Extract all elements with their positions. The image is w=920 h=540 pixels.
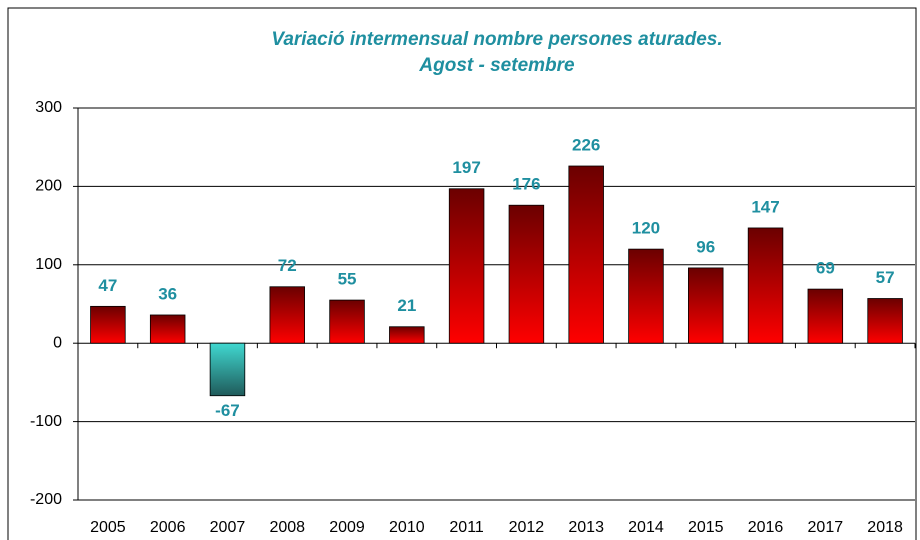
x-tick-label: 2009 <box>329 519 365 536</box>
data-label: 72 <box>278 256 297 275</box>
x-tick-label: 2018 <box>867 519 903 536</box>
y-tick-label: 100 <box>35 256 62 273</box>
x-tick-label: 2007 <box>210 519 246 536</box>
y-tick-label: 300 <box>35 99 62 116</box>
data-label: 96 <box>696 237 715 256</box>
data-label: 21 <box>397 296 416 315</box>
bar <box>747 227 784 344</box>
x-tick-label: 2008 <box>269 519 305 536</box>
bar <box>807 288 844 344</box>
x-tick-label: 2016 <box>748 519 784 536</box>
data-label: 69 <box>816 259 835 278</box>
x-tick-label: 2012 <box>509 519 545 536</box>
bar <box>448 188 485 344</box>
data-label: 226 <box>572 136 600 155</box>
data-label: 176 <box>512 175 540 194</box>
chart-title: Variació intermensual nombre persones at… <box>271 29 722 50</box>
bar <box>209 342 246 397</box>
data-label: 147 <box>751 197 779 216</box>
data-label: 47 <box>98 276 117 295</box>
chart-subtitle: Agost - setembre <box>418 55 575 76</box>
x-tick-label: 2014 <box>628 519 664 536</box>
x-tick-label: 2017 <box>808 519 844 536</box>
data-label: 197 <box>452 158 480 177</box>
data-label: 55 <box>338 270 357 289</box>
data-label: 57 <box>876 268 895 287</box>
bar <box>508 204 545 344</box>
bar <box>329 299 365 344</box>
y-tick-label: 0 <box>53 334 62 351</box>
bar <box>389 326 425 344</box>
chart-border <box>7 7 917 540</box>
data-label: 120 <box>632 219 660 238</box>
x-tick-label: 2011 <box>449 519 484 536</box>
x-tick-label: 2015 <box>688 519 724 536</box>
bar <box>688 267 724 344</box>
bar <box>867 298 903 344</box>
bar <box>568 165 604 344</box>
y-tick-label: -200 <box>30 491 62 508</box>
x-tick-label: 2006 <box>150 519 186 536</box>
x-tick-label: 2013 <box>568 519 604 536</box>
data-label: -67 <box>215 401 240 420</box>
bar <box>90 305 126 344</box>
bar <box>269 286 305 344</box>
data-label: 36 <box>158 284 177 303</box>
y-tick-label: 200 <box>35 178 62 195</box>
y-tick-label: -100 <box>30 413 62 430</box>
bar <box>628 248 664 344</box>
x-tick-label: 2005 <box>90 519 126 536</box>
bar <box>149 314 186 344</box>
x-tick-label: 2010 <box>389 519 425 536</box>
